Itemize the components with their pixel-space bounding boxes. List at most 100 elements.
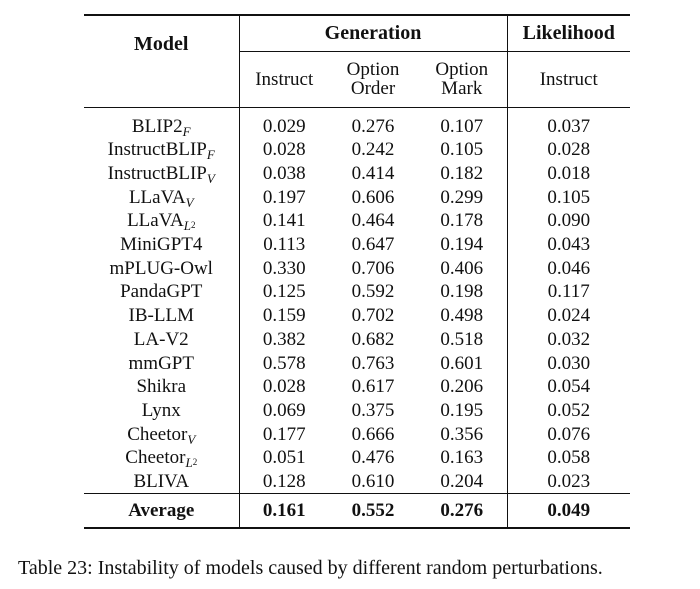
likelihood-instruct-value: 0.030: [547, 352, 591, 374]
model-subscript-2: 2: [190, 220, 196, 231]
model-name-text: IB-LLM: [128, 305, 194, 327]
table-row: LLaVAL2 0.141 0.464 0.178 0.090: [84, 209, 630, 233]
likelihood-instruct-value: 0.105: [547, 186, 591, 208]
table-row: IB-LLM 0.159 0.702 0.498 0.024: [84, 303, 630, 328]
table-row: CheetorL2 0.051 0.476 0.163 0.058: [84, 445, 630, 470]
model-subscript: F: [206, 147, 215, 163]
option-mark-value: 0.498: [417, 303, 508, 328]
option-mark-value: 0.356: [417, 422, 508, 446]
likelihood-instruct-value: 0.052: [547, 399, 591, 421]
model-name-text: BLIVA: [133, 470, 190, 492]
table-row: LLaVAV 0.197 0.606 0.299 0.105: [84, 185, 630, 210]
option-order-value: 0.666: [351, 423, 395, 445]
likelihood-instruct-value: 0.037: [547, 116, 591, 138]
option-mark-value: 0.198: [417, 280, 508, 304]
likelihood-instruct-value: 0.054: [547, 376, 591, 398]
generation-instruct-value: 0.028: [262, 139, 306, 161]
model-name-text: Cheetor: [127, 423, 188, 445]
option-mark-value: 0.406: [417, 256, 508, 281]
header-likelihood-instruct: Instruct: [539, 68, 598, 90]
option-order-value: 0.242: [351, 139, 395, 161]
likelihood-instruct-value: 0.023: [547, 470, 591, 492]
header-model: Model: [84, 15, 240, 107]
generation-instruct-value: 0.028: [262, 376, 306, 398]
likelihood-instruct-value: 0.024: [547, 305, 591, 327]
model-name: LLaVAV: [84, 185, 240, 210]
generation-instruct-value: 0.330: [262, 257, 306, 279]
option-mark-value: 0.194: [417, 232, 508, 257]
likelihood-instruct-value: 0.058: [547, 447, 591, 469]
option-order-value: 0.276: [351, 116, 395, 138]
generation-instruct-value: 0.197: [262, 186, 306, 208]
average-option-order: 0.552: [351, 500, 395, 522]
table-row: PandaGPT 0.125 0.592 0.198 0.117: [84, 280, 630, 304]
average-label: Average: [84, 493, 240, 529]
generation-instruct-value: 0.578: [262, 352, 306, 374]
model-name: BLIVA: [84, 469, 240, 494]
table-row: InstructBLIPF 0.028 0.242 0.105 0.028: [84, 138, 630, 162]
option-mark-value: 0.182: [417, 161, 508, 186]
model-name-text: Shikra: [136, 376, 187, 398]
model-subscript: V: [206, 171, 215, 187]
average-option-mark: 0.276: [417, 493, 508, 529]
model-subscript: F: [182, 124, 191, 140]
table-row: InstructBLIPV 0.038 0.414 0.182 0.018: [84, 161, 630, 187]
results-table: Model Generation Likelihood Instruct Opt…: [84, 14, 630, 529]
header-option-mark-line1: Option: [435, 59, 489, 80]
table-row: Lynx 0.069 0.375 0.195 0.052: [84, 398, 630, 423]
header-option-order-line1: Option: [346, 59, 400, 80]
model-name-text: Cheetor: [125, 447, 186, 469]
generation-instruct-value: 0.038: [262, 163, 306, 185]
table-row: mPLUG-Owl 0.330 0.706 0.406 0.046: [84, 256, 630, 281]
option-order-value: 0.617: [351, 376, 395, 398]
option-mark-value: 0.206: [417, 374, 508, 399]
table-row: BLIP2F 0.029 0.276 0.107 0.037: [84, 107, 630, 138]
likelihood-instruct-value: 0.046: [547, 257, 591, 279]
likelihood-instruct-value: 0.117: [547, 281, 590, 303]
model-name: CheetorV: [84, 422, 240, 446]
option-order-value: 0.682: [351, 328, 395, 350]
model-name-text: PandaGPT: [120, 281, 203, 303]
option-mark-value: 0.518: [417, 327, 508, 352]
model-name: Lynx: [84, 398, 240, 423]
option-mark-value: 0.107: [417, 107, 508, 138]
option-order-value: 0.592: [351, 281, 395, 303]
generation-instruct-value: 0.177: [262, 423, 306, 445]
option-mark-value: 0.299: [417, 185, 508, 210]
table-row: MiniGPT4 0.113 0.647 0.194 0.043: [84, 232, 630, 257]
option-order-value: 0.706: [351, 257, 395, 279]
model-name-text: LLaVA: [128, 186, 186, 208]
model-name-text: LA-V2: [133, 328, 189, 350]
header-instruct: Instruct: [255, 68, 314, 90]
model-name-text: mmGPT: [128, 352, 194, 374]
option-order-value: 0.375: [351, 399, 395, 421]
option-mark-value: 0.163: [417, 445, 508, 470]
model-name-text: BLIP2: [131, 116, 183, 138]
header-option-order-line2: Order: [350, 78, 396, 99]
likelihood-instruct-value: 0.076: [547, 423, 591, 445]
model-name-text: LLaVA: [127, 210, 184, 232]
table-caption: Table 23: Instability of models caused b…: [18, 557, 603, 579]
table-row: mmGPT 0.578 0.763 0.601 0.030: [84, 351, 630, 375]
option-order-value: 0.647: [351, 234, 395, 256]
model-name: Shikra: [84, 374, 240, 399]
model-name: mPLUG-Owl: [84, 256, 240, 281]
option-mark-value: 0.204: [417, 469, 508, 494]
likelihood-instruct-value: 0.032: [547, 328, 591, 350]
generation-instruct-value: 0.069: [262, 399, 306, 421]
generation-instruct-value: 0.128: [262, 470, 306, 492]
model-name: CheetorL2: [84, 445, 240, 470]
generation-instruct-value: 0.382: [262, 328, 306, 350]
table-row: BLIVA 0.128 0.610 0.204 0.023: [84, 469, 630, 494]
table-row: LA-V2 0.382 0.682 0.518 0.032: [84, 327, 630, 352]
model-subscript: L: [183, 218, 191, 234]
table-row: CheetorV 0.177 0.666 0.356 0.076: [84, 422, 630, 446]
model-name-text: InstructBLIP: [107, 163, 207, 185]
table-body: BLIP2F 0.029 0.276 0.107 0.037 InstructBLIPF 0…: [84, 107, 630, 494]
option-order-value: 0.476: [351, 447, 395, 469]
option-mark-value: 0.178: [417, 209, 508, 233]
model-name: InstructBLIPF: [84, 138, 240, 163]
generation-instruct-value: 0.113: [263, 234, 306, 256]
generation-instruct-value: 0.051: [262, 447, 306, 469]
likelihood-instruct-value: 0.090: [547, 210, 591, 232]
